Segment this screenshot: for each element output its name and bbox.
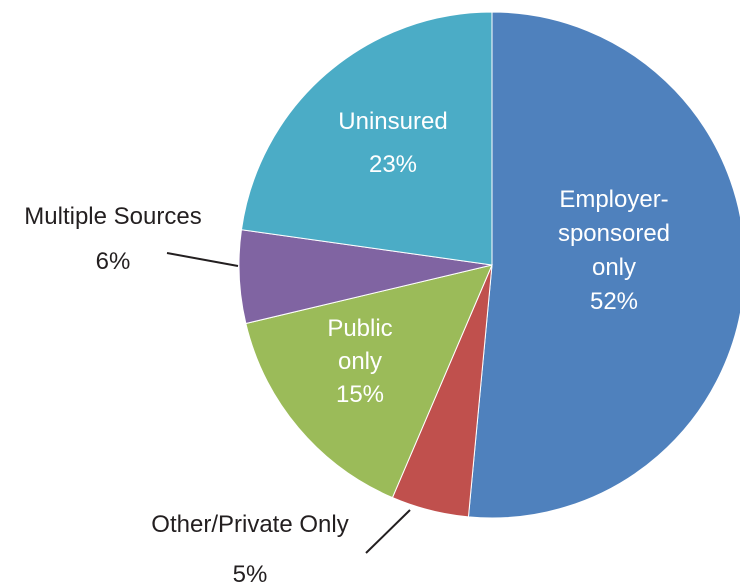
slice-label-public-only: Public only 15%: [327, 315, 392, 408]
slice-value-employer-sponsored-only: 52%: [590, 288, 638, 315]
leader-line-multiple-sources: [166, 252, 239, 267]
slice-value-public-only: 15%: [336, 381, 384, 408]
slice-label-uninsured: Uninsured 23%: [338, 108, 447, 178]
slice-name-line-employer-sponsored-only: sponsored: [558, 220, 670, 247]
pie-slices: [238, 11, 740, 519]
slice-label-employer-sponsored-only: Employer-sponsored only 52%: [558, 186, 670, 315]
leader-line-other-private-only: [365, 509, 411, 554]
slice-value-other-private-only: 5%: [233, 561, 268, 583]
slice-name-line-public-only: Public: [327, 315, 392, 342]
slice-name-line-employer-sponsored-only: only: [592, 254, 636, 281]
slice-label-multiple-sources: Multiple Sources 6%: [24, 203, 201, 275]
slice-name-line-multiple-sources: Multiple Sources: [24, 203, 201, 230]
slice-value-multiple-sources: 6%: [96, 248, 131, 275]
slice-value-uninsured: 23%: [369, 151, 417, 178]
pie-slice-uninsured: [240, 11, 493, 266]
pie-slice-public-only: [245, 264, 493, 499]
slice-labels: Employer-sponsored only 52% Other/Private O…: [24, 108, 670, 583]
slice-name-line-employer-sponsored-only: Employer-: [559, 186, 668, 213]
pie-slice-employer-sponsored-only: [467, 11, 740, 519]
slice-name-line-other-private-only: Other/Private Only: [151, 511, 348, 538]
leader-lines: [166, 252, 411, 554]
slice-name-line-uninsured: Uninsured: [338, 108, 447, 135]
slice-name-line-public-only: only: [338, 348, 382, 375]
slice-label-other-private-only: Other/Private Only 5%: [151, 511, 348, 583]
